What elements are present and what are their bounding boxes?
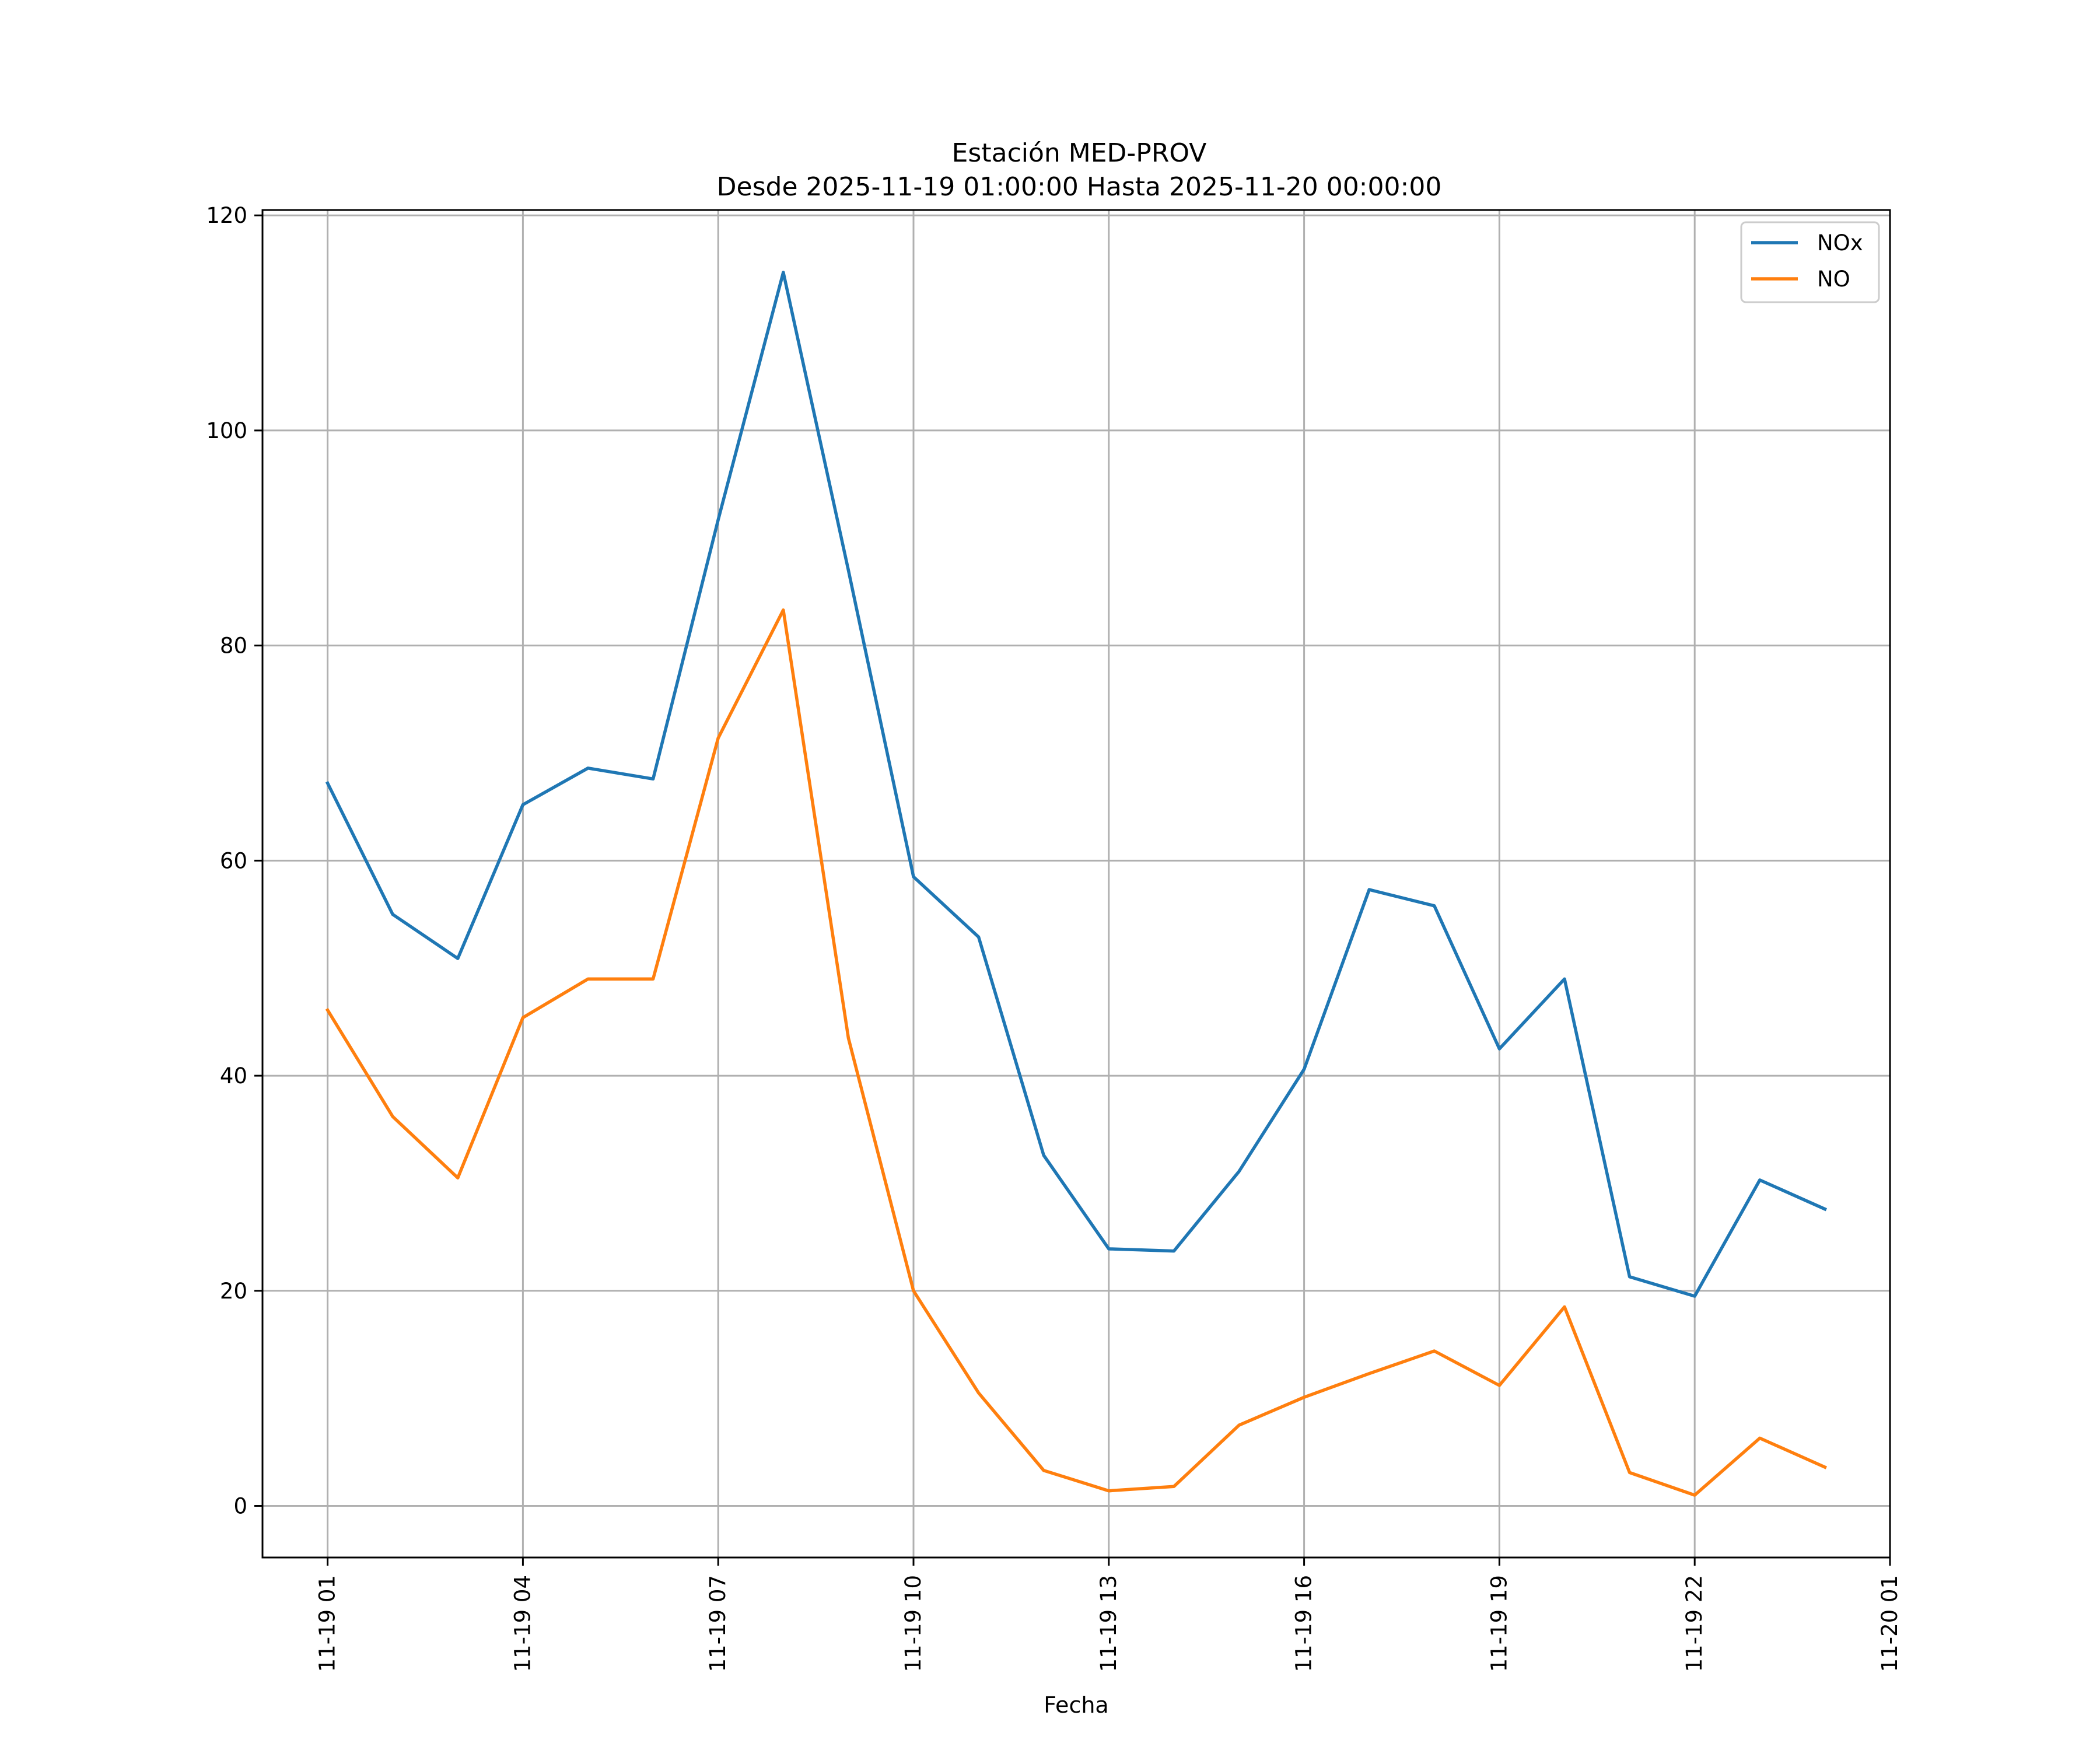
x-tick-label: 11-19 01 [315,1575,340,1672]
legend: NOx NO [1740,221,1880,303]
y-tick-label: 80 [220,634,247,659]
x-tick-label: 11-19 13 [1096,1575,1121,1672]
series-group [325,271,1828,1497]
y-tick-label: 40 [220,1063,247,1088]
x-tick-label: 11-19 04 [510,1575,535,1672]
x-axis-label: Fecha [1044,1692,1108,1718]
y-tick-label: 100 [206,418,247,443]
series-line-nox [325,271,1828,1298]
x-tick-label: 11-19 10 [901,1575,926,1672]
legend-label-nox: NOx [1817,230,1863,256]
legend-label-no: NO [1817,267,1850,292]
axis-ticks: 11-19 01 11-19 04 11-19 07 11-19 10 11-19 13… [206,203,1902,1672]
y-tick-label: 20 [220,1279,247,1304]
y-tick-label: 60 [220,848,247,873]
chart-title-line-1: Estación MED-PROV [952,138,1207,168]
x-tick-label: 11-19 16 [1292,1575,1317,1672]
x-tick-label: 11-20 01 [1877,1575,1902,1672]
x-tick-label: 11-19 19 [1486,1575,1511,1672]
y-tick-label: 0 [233,1494,247,1519]
y-tick-label: 120 [206,203,247,228]
plot-area-frame [261,209,1891,1559]
series-line-no [325,608,1828,1497]
x-tick-label: 11-19 22 [1682,1575,1707,1672]
chart-title-line-2: Desde 2025-11-19 01:00:00 Hasta 2025-11-… [717,172,1442,202]
x-tick-label: 11-19 07 [705,1575,730,1672]
